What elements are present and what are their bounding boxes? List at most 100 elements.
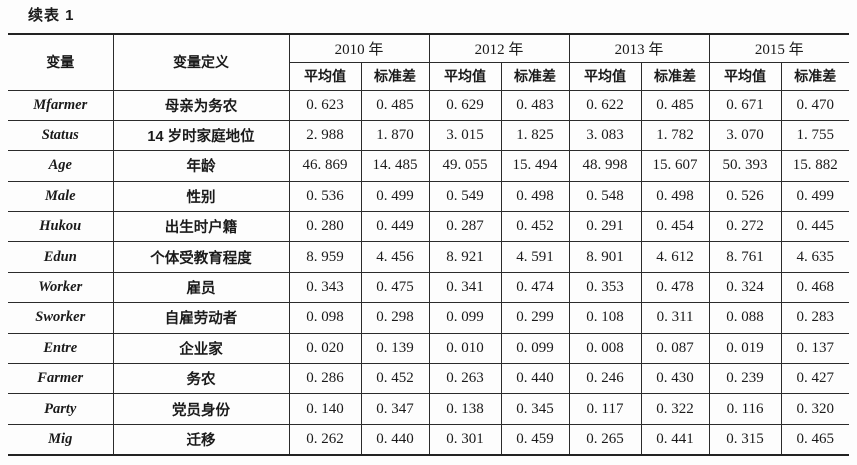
sd-value: 15. 494 <box>500 150 570 182</box>
sd-value: 0. 430 <box>640 363 710 395</box>
variable-definition: 企业家 <box>112 332 290 365</box>
sd-value: 0. 298 <box>360 302 430 334</box>
sd-value: 0. 475 <box>360 271 430 304</box>
sd-value: 0. 468 <box>780 271 850 304</box>
variable-definition: 个体受教育程度 <box>112 241 290 273</box>
mean-value: 0. 549 <box>428 180 502 213</box>
sd-value: 0. 322 <box>640 393 710 425</box>
sd-value: 1. 870 <box>360 119 430 152</box>
sd-value: 0. 449 <box>360 211 430 243</box>
mean-value: 0. 343 <box>288 271 362 304</box>
sd-value: 4. 591 <box>500 241 570 273</box>
variable-definition: 党员身份 <box>112 393 290 425</box>
variable-name: Edun <box>8 241 114 273</box>
sd-value: 0. 498 <box>640 180 710 213</box>
header-year-2012: 2012 年 <box>428 33 570 63</box>
mean-value: 0. 262 <box>288 423 362 456</box>
sd-value: 0. 483 <box>500 89 570 121</box>
sd-value: 0. 499 <box>780 180 850 213</box>
mean-value: 0. 291 <box>568 211 642 243</box>
variable-name: Status <box>8 119 114 152</box>
sd-value: 1. 755 <box>780 119 850 152</box>
mean-value: 0. 622 <box>568 89 642 121</box>
sd-value: 0. 427 <box>780 363 850 395</box>
mean-value: 0. 629 <box>428 89 502 121</box>
mean-value: 0. 108 <box>568 302 642 334</box>
mean-value: 0. 280 <box>288 211 362 243</box>
variable-definition: 务农 <box>112 363 290 395</box>
sd-value: 0. 440 <box>360 423 430 456</box>
mean-value: 0. 526 <box>708 180 782 213</box>
table-row: Party 党员身份 0. 140 0. 347 0. 138 0. 345 0. 117 0… <box>8 393 850 425</box>
table-header: 变量 变量定义 2010 年 2012 年 2013 年 2015 年 平均值 … <box>8 33 850 91</box>
mean-value: 0. 239 <box>708 363 782 395</box>
variable-definition: 母亲为务农 <box>112 89 290 121</box>
sd-value: 14. 485 <box>360 150 430 182</box>
table-row: Sworker 自雇劳动者 0. 098 0. 298 0. 099 0. 299 0. 1… <box>8 302 850 334</box>
table-row: Entre 企业家 0. 020 0. 139 0. 010 0. 099 0. 008 0.… <box>8 332 850 365</box>
mean-value: 0. 623 <box>288 89 362 121</box>
sd-value: 0. 452 <box>500 211 570 243</box>
mean-value: 0. 324 <box>708 271 782 304</box>
sd-value: 0. 498 <box>500 180 570 213</box>
mean-value: 0. 008 <box>568 332 642 365</box>
mean-value: 0. 140 <box>288 393 362 425</box>
mean-value: 0. 536 <box>288 180 362 213</box>
mean-value: 0. 098 <box>288 302 362 334</box>
header-mean: 平均值 <box>568 61 642 91</box>
sd-value: 0. 320 <box>780 393 850 425</box>
variable-name: Mig <box>8 423 114 456</box>
sd-value: 0. 087 <box>640 332 710 365</box>
mean-value: 3. 015 <box>428 119 502 152</box>
sd-value: 0. 441 <box>640 423 710 456</box>
table-row: Status 14 岁时家庭地位 2. 988 1. 870 3. 015 1. 825 3… <box>8 119 850 152</box>
mean-value: 0. 138 <box>428 393 502 425</box>
variable-name: Farmer <box>8 363 114 395</box>
table-row: Age 年龄 46. 869 14. 485 49. 055 15. 494 48. 998… <box>8 150 850 182</box>
mean-value: 2. 988 <box>288 119 362 152</box>
mean-value: 0. 246 <box>568 363 642 395</box>
variable-name: Male <box>8 180 114 213</box>
sd-value: 4. 612 <box>640 241 710 273</box>
mean-value: 3. 083 <box>568 119 642 152</box>
header-year-2013: 2013 年 <box>568 33 710 63</box>
mean-value: 8. 921 <box>428 241 502 273</box>
sd-value: 0. 459 <box>500 423 570 456</box>
sd-value: 1. 825 <box>500 119 570 152</box>
sd-value: 0. 499 <box>360 180 430 213</box>
sd-value: 0. 474 <box>500 271 570 304</box>
variable-name: Age <box>8 150 114 182</box>
mean-value: 8. 761 <box>708 241 782 273</box>
sd-value: 0. 445 <box>780 211 850 243</box>
mean-value: 0. 301 <box>428 423 502 456</box>
sd-value: 0. 137 <box>780 332 850 365</box>
mean-value: 0. 019 <box>708 332 782 365</box>
mean-value: 0. 341 <box>428 271 502 304</box>
variable-name: Sworker <box>8 302 114 334</box>
sd-value: 0. 470 <box>780 89 850 121</box>
variable-definition: 雇员 <box>112 271 290 304</box>
header-row-years: 变量 变量定义 2010 年 2012 年 2013 年 2015 年 <box>8 33 850 91</box>
mean-value: 0. 010 <box>428 332 502 365</box>
table-row: Male 性别 0. 536 0. 499 0. 549 0. 498 0. 548 0. 4… <box>8 180 850 213</box>
summary-statistics-table: 变量 变量定义 2010 年 2012 年 2013 年 2015 年 平均值 … <box>8 33 850 456</box>
sd-value: 1. 782 <box>640 119 710 152</box>
mean-value: 50. 393 <box>708 150 782 182</box>
sd-value: 0. 485 <box>640 89 710 121</box>
sd-value: 0. 347 <box>360 393 430 425</box>
mean-value: 8. 959 <box>288 241 362 273</box>
header-mean: 平均值 <box>708 61 782 91</box>
header-sd: 标准差 <box>640 61 710 91</box>
table-row: Mig 迁移 0. 262 0. 440 0. 301 0. 459 0. 265 0. 44… <box>8 423 850 456</box>
mean-value: 0. 020 <box>288 332 362 365</box>
mean-value: 0. 117 <box>568 393 642 425</box>
variable-name: Mfarmer <box>8 89 114 121</box>
mean-value: 0. 265 <box>568 423 642 456</box>
sd-value: 0. 478 <box>640 271 710 304</box>
header-variable: 变量 <box>8 33 114 91</box>
sd-value: 0. 299 <box>500 302 570 334</box>
table-row: Farmer 务农 0. 286 0. 452 0. 263 0. 440 0. 246 0.… <box>8 363 850 395</box>
sd-value: 0. 139 <box>360 332 430 365</box>
header-mean: 平均值 <box>289 61 362 91</box>
table-row: Hukou 出生时户籍 0. 280 0. 449 0. 287 0. 452 0. 291… <box>8 211 850 243</box>
